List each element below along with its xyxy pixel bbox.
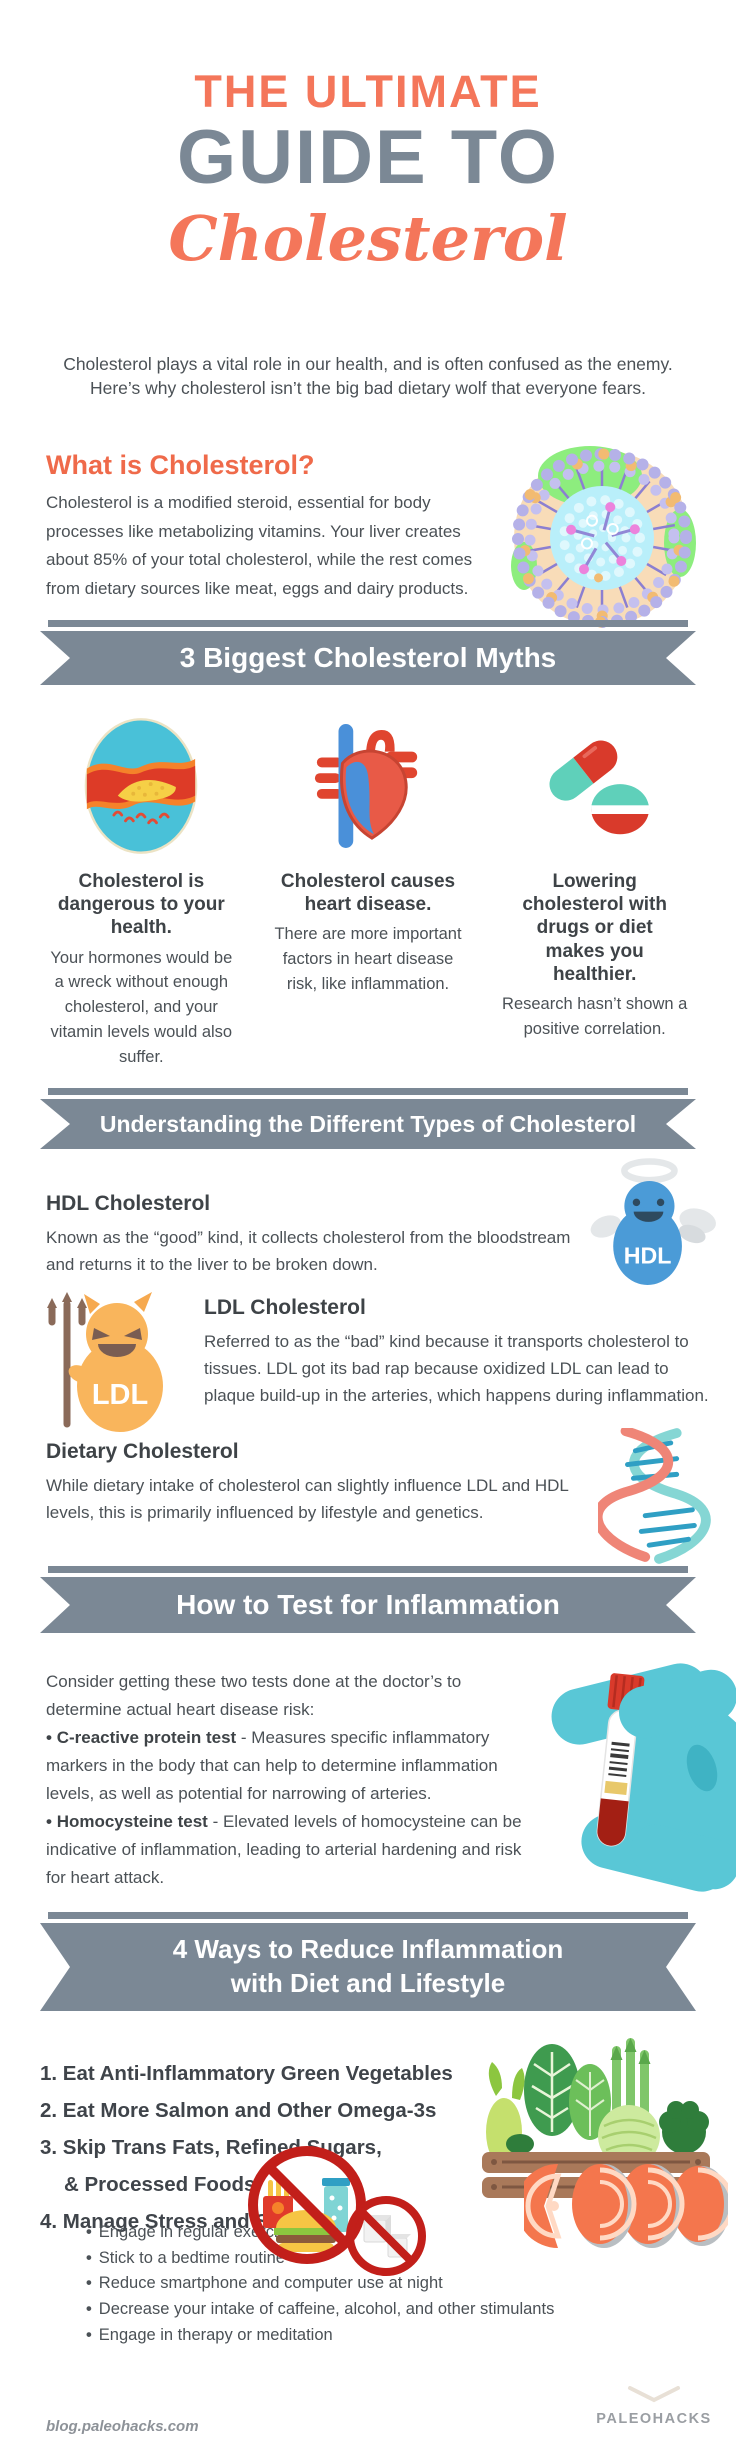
no-sugar-icon: [346, 2196, 426, 2276]
title-line-1: THE ULTIMATE: [194, 66, 542, 117]
heart-icon: [314, 724, 418, 848]
way-item-2: 2. Eat More Salmon and Other Omega-3s: [40, 2098, 437, 2122]
hdl-body: Known as the “good” kind, it collects ch…: [46, 1228, 571, 1275]
banner-myths-label: 3 Biggest Cholesterol Myths: [179, 642, 557, 673]
footer-site-url: blog.paleohacks.com: [46, 2418, 199, 2435]
myth-1-title: Cholesterol is dangerous to your health.: [57, 871, 225, 939]
bullet-smartphone: • Reduce smartphone and computer use at n…: [86, 2274, 443, 2293]
dietary-heading: Dietary Cholesterol: [46, 1440, 239, 1463]
pills-icon: [549, 740, 649, 835]
myth-3-body: Research hasn’t shown a positive correla…: [502, 994, 688, 1038]
bullet-bedtime: • Stick to a bedtime routine: [86, 2248, 285, 2267]
bullet-therapy: • Engage in therapy or meditation: [86, 2325, 333, 2344]
hdl-angel-icon: HDL: [590, 1158, 716, 1285]
banner-types: Understanding the Different Types of Cho…: [40, 1088, 696, 1149]
banner-test-label: How to Test for Inflammation: [176, 1589, 560, 1620]
blood-test-icon: [551, 1663, 736, 1892]
dietary-section: Dietary Cholesterol While dietary intake…: [46, 1440, 581, 1526]
title-line-3: Cholesterol: [168, 202, 568, 276]
dietary-body: While dietary intake of cholesterol can …: [46, 1476, 569, 1523]
svg-text:HDL: HDL: [624, 1243, 672, 1269]
clogged-artery-icon: [85, 718, 198, 854]
lifestyle-bullets: • Engage in regular exercise • Stick to a …: [86, 2220, 666, 2349]
ribbon-strip: [48, 620, 688, 627]
paleohacks-chevron-icon: [628, 2386, 680, 2403]
myth-3-title: Lowering cholesterol with drugs or diet …: [522, 871, 667, 985]
banner-test: How to Test for Inflammation: [40, 1566, 696, 1633]
banner-myths: 3 Biggest Cholesterol Myths: [40, 620, 696, 685]
bullet-caffeine: • Decrease your intake of caffeine, alcoh…: [86, 2300, 555, 2319]
banner-reduce-line1: 4 Ways to Reduce Inflammation: [172, 1934, 564, 1965]
ldl-body: Referred to as the “bad” kind because it…: [204, 1332, 709, 1406]
test-item-1: • C-reactive protein test - Measures spe…: [46, 1728, 498, 1804]
page-title: THE ULTIMATE GUIDE TO Cholesterol: [0, 66, 736, 275]
test-intro: Consider getting these two tests done at…: [46, 1672, 462, 1720]
test-item-2: • Homocysteine test - Elevated levels of…: [46, 1812, 522, 1888]
banner-reduce: 4 Ways to Reduce Inflammation with Diet …: [40, 1912, 696, 2011]
banner-reduce-line2: with Diet and Lifestyle: [230, 1968, 506, 1998]
hdl-heading: HDL Cholesterol: [46, 1192, 211, 1215]
test-section: Consider getting these two tests done at…: [46, 1668, 538, 1892]
what-is-cholesterol-body: Cholesterol is a modified steroid, essen…: [46, 493, 473, 598]
way-item-4: 4. Manage Stress and Sleep: [40, 2209, 311, 2233]
myth-column-3: Lowering cholesterol with drugs or diet …: [481, 712, 708, 1069]
ribbon-strip: [48, 1912, 688, 1919]
salmon-steaks-icon: [524, 2164, 728, 2248]
ldl-heading: LDL Cholesterol: [204, 1296, 366, 1319]
way-item-1: 1. Eat Anti-Inflammatory Green Vegetable…: [40, 2062, 453, 2085]
bullet-exercise: • Engage in regular exercise: [86, 2223, 296, 2241]
intro-paragraph: Cholesterol plays a vital role in our he…: [63, 354, 673, 399]
footer-brand: PALEOHACKS: [596, 2386, 712, 2427]
title-line-2: GUIDE TO: [177, 115, 559, 200]
lipoprotein-illustration-icon: [511, 446, 696, 628]
dna-icon: [598, 1428, 711, 1564]
myth-1-body: Your hormones would be a wreck without e…: [50, 948, 233, 1066]
way-item-3b: & Processed Foods: [64, 2172, 256, 2196]
ribbon-strip: [48, 1088, 688, 1095]
hdl-section: HDL Cholesterol Known as the “good” kind…: [46, 1192, 591, 1278]
paleohacks-wordmark: PALEOHACKS: [596, 2411, 712, 2427]
myth-column-1: Cholesterol is dangerous to your health.…: [28, 712, 255, 1069]
myths-row: Cholesterol is dangerous to your health.…: [28, 712, 708, 1069]
myth-2-title: Cholesterol causes heart disease.: [280, 871, 456, 916]
svg-text:LDL: LDL: [92, 1379, 148, 1411]
ldl-devil-icon: LDL: [47, 1292, 163, 1432]
ldl-section: LDL Cholesterol Referred to as the “bad”…: [204, 1296, 709, 1410]
ribbon-strip: [48, 1566, 688, 1573]
banner-types-label: Understanding the Different Types of Cho…: [99, 1110, 637, 1137]
myth-column-2: Cholesterol causes heart disease. There …: [255, 712, 482, 1069]
what-is-cholesterol-heading: What is Cholesterol?: [46, 450, 315, 480]
myth-2-body: There are more important factors in hear…: [274, 925, 462, 993]
